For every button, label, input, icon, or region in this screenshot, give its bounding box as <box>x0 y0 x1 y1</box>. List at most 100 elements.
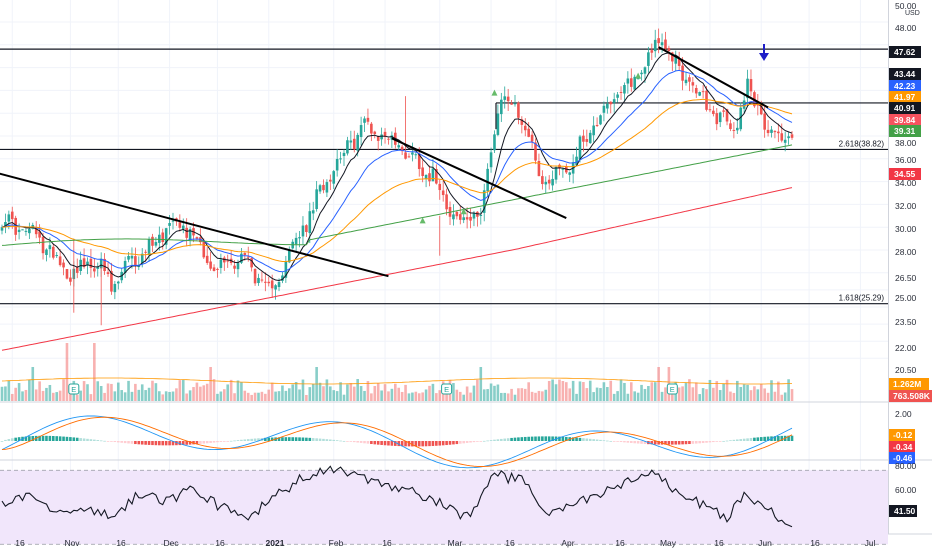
macd-histogram-bar <box>736 439 739 441</box>
candle-body <box>216 268 219 270</box>
volume-bar <box>660 391 664 401</box>
macd-histogram-bar <box>349 441 353 442</box>
candle-body <box>134 256 137 266</box>
candle-body <box>472 212 476 219</box>
volume-bar <box>578 381 582 401</box>
volume-bar <box>592 392 595 401</box>
candle-body <box>397 145 401 148</box>
macd-histogram-bar <box>653 441 657 445</box>
down-arrow-head <box>759 53 769 61</box>
volume-bar <box>681 386 684 401</box>
macd-histogram-bar <box>99 440 103 442</box>
candle-body <box>21 229 24 231</box>
volume-bar <box>188 390 192 401</box>
macd-histogram-bar <box>571 437 575 441</box>
volume-bar <box>366 381 370 401</box>
macd-histogram-bar <box>137 441 141 445</box>
trendline <box>658 46 769 109</box>
volume-bar <box>103 392 106 401</box>
macd-histogram-bar <box>209 441 212 443</box>
volume-bar <box>582 382 585 401</box>
candle-body <box>188 229 192 240</box>
candle-body <box>168 223 171 226</box>
ema-long-line <box>1 98 793 262</box>
time-axis-tick: 16 <box>615 538 625 548</box>
time-axis-tick: 16 <box>714 538 724 548</box>
candle-body <box>647 52 650 66</box>
volume-bar <box>541 391 544 401</box>
candle-body <box>599 115 602 125</box>
macd-histogram-bar <box>164 441 168 446</box>
candle-body <box>568 172 572 175</box>
volume-bar <box>110 383 113 401</box>
volume-bar <box>688 379 691 401</box>
volume-bar <box>284 390 288 401</box>
candle-body <box>370 123 373 134</box>
macd-histogram-bar <box>640 441 643 444</box>
volume-bar <box>428 385 431 401</box>
buy-signal-marker <box>635 72 642 79</box>
volume-bar <box>257 392 260 401</box>
volume-bar <box>274 391 277 401</box>
macd-tag-value: -0.46 <box>893 453 913 463</box>
candle-body <box>264 281 267 283</box>
macd-histogram-bar <box>14 437 17 441</box>
macd-histogram-bar <box>623 441 626 443</box>
macd-histogram-bar <box>243 439 247 441</box>
candle-body <box>486 168 489 192</box>
macd-histogram-bar <box>626 441 630 443</box>
time-axis-tick: 16 <box>15 538 25 548</box>
volume-bar <box>82 381 86 401</box>
candle-body <box>65 269 69 279</box>
trendline <box>0 172 389 278</box>
macd-histogram-bar <box>534 436 537 441</box>
candle-body <box>578 136 582 160</box>
volume-bar <box>705 389 708 401</box>
macd-histogram-bar <box>414 441 418 447</box>
candle-body <box>305 225 308 233</box>
price-pane[interactable]: 3.618(52.35)2.618(38.82)1.618(25.29) <box>0 0 888 351</box>
price-axis-tick: 38.00 <box>895 138 917 148</box>
macd-histogram-bar <box>411 441 414 447</box>
candle-body <box>181 225 185 229</box>
price-tag-value: 39.31 <box>894 126 916 136</box>
volume-bar <box>270 382 274 401</box>
macd-histogram-bar <box>325 439 329 441</box>
macd-histogram-bar <box>701 441 705 444</box>
macd-histogram-bar <box>229 440 233 442</box>
macd-pane[interactable] <box>0 415 794 469</box>
volume-average-line <box>1 377 792 385</box>
candle-body <box>4 221 7 227</box>
candle-body <box>452 214 455 220</box>
macd-tag-box <box>889 441 915 453</box>
rsi-pane[interactable] <box>0 465 888 545</box>
rsi-tag-value: 41.50 <box>894 506 916 516</box>
volume-bar <box>629 382 633 401</box>
candle-body <box>489 152 493 168</box>
macd-histogram-bar <box>667 441 671 445</box>
macd-histogram-bar <box>397 441 401 447</box>
price-tag-box <box>889 102 921 114</box>
volume-bar <box>551 379 554 401</box>
candle-body <box>482 190 486 213</box>
candle-body <box>609 101 613 105</box>
candle-body <box>10 211 14 220</box>
macd-histogram-bar <box>140 441 144 445</box>
candle-body <box>270 280 274 289</box>
candle-body <box>52 246 55 258</box>
macd-histogram-bar <box>219 441 223 442</box>
candle-body <box>236 263 240 270</box>
price-axis-tick: 25.00 <box>895 293 917 303</box>
volume-bar <box>698 394 701 401</box>
macd-histogram-bar <box>780 435 784 441</box>
macd-histogram-bar <box>318 438 322 441</box>
volume-bar <box>99 386 103 401</box>
volume-bar <box>116 382 120 401</box>
volume-bar <box>14 387 17 401</box>
macd-histogram-bar <box>171 441 175 446</box>
volume-tag-value: 1.262M <box>893 379 921 389</box>
macd-histogram-bar <box>400 441 404 447</box>
volume-bar <box>332 390 336 401</box>
